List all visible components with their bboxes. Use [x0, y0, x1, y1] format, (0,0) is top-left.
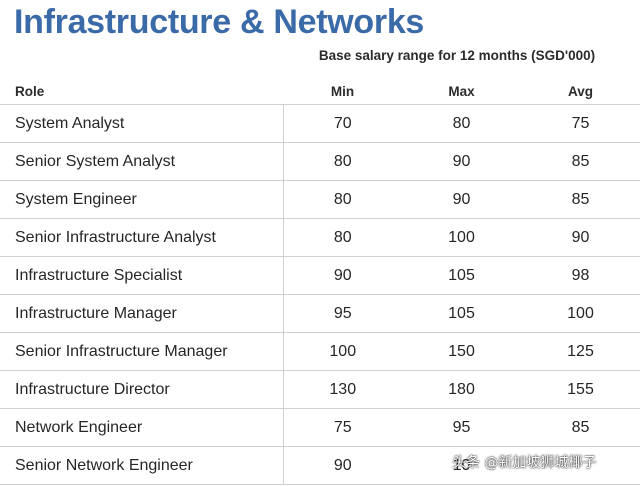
max-cell: 180	[402, 370, 521, 409]
min-cell: 80	[283, 180, 402, 219]
min-cell: 80	[283, 218, 402, 257]
table-row: Infrastructure Director 130 180 155	[0, 370, 640, 409]
column-header-min: Min	[283, 76, 402, 105]
page-title: Infrastructure & Networks	[14, 3, 425, 41]
role-cell: Infrastructure Specialist	[0, 256, 284, 295]
column-header-role: Role	[0, 76, 283, 105]
salary-table: Role Min Max Avg System Analyst 70 80 75…	[0, 76, 640, 485]
column-header-avg: Avg	[521, 76, 640, 105]
max-cell: 105	[402, 294, 521, 333]
min-cell: 70	[283, 104, 402, 143]
role-cell: Senior Infrastructure Manager	[0, 332, 284, 371]
max-cell: 10	[402, 446, 521, 485]
avg-cell: 100	[521, 294, 640, 333]
min-cell: 75	[283, 408, 402, 447]
min-cell: 90	[283, 256, 402, 295]
max-cell: 90	[402, 180, 521, 219]
role-cell: Infrastructure Director	[0, 370, 284, 409]
min-cell: 95	[283, 294, 402, 333]
min-cell: 90	[283, 446, 402, 485]
avg-cell: 125	[521, 332, 640, 371]
table-subtitle: Base salary range for 12 months (SGD'000…	[318, 48, 596, 63]
role-cell: System Analyst	[0, 104, 284, 143]
max-cell: 80	[402, 104, 521, 143]
role-cell: System Engineer	[0, 180, 284, 219]
avg-cell: 85	[521, 180, 640, 219]
role-cell: Senior Network Engineer	[0, 446, 284, 485]
table-row: Senior Infrastructure Manager 100 150 12…	[0, 332, 640, 371]
max-cell: 95	[402, 408, 521, 447]
table-row: Senior Infrastructure Analyst 80 100 90	[0, 218, 640, 257]
table-header-row: Role Min Max Avg	[0, 76, 640, 105]
table-row: Infrastructure Manager 95 105 100	[0, 294, 640, 333]
min-cell: 130	[283, 370, 402, 409]
max-cell: 90	[402, 142, 521, 181]
table-row: System Analyst 70 80 75	[0, 104, 640, 143]
min-cell: 100	[283, 332, 402, 371]
table-row: Senior Network Engineer 90 10	[0, 446, 640, 485]
role-cell: Senior Infrastructure Analyst	[0, 218, 284, 257]
avg-cell: 75	[521, 104, 640, 143]
avg-cell: 98	[521, 256, 640, 295]
avg-cell: 155	[521, 370, 640, 409]
max-cell: 150	[402, 332, 521, 371]
avg-cell	[521, 446, 640, 485]
avg-cell: 85	[521, 142, 640, 181]
table-row: System Engineer 80 90 85	[0, 180, 640, 219]
table-row: Infrastructure Specialist 90 105 98	[0, 256, 640, 295]
table-row: Network Engineer 75 95 85	[0, 408, 640, 447]
role-cell: Infrastructure Manager	[0, 294, 284, 333]
max-cell: 105	[402, 256, 521, 295]
avg-cell: 90	[521, 218, 640, 257]
role-cell: Network Engineer	[0, 408, 284, 447]
min-cell: 80	[283, 142, 402, 181]
role-cell: Senior System Analyst	[0, 142, 284, 181]
avg-cell: 85	[521, 408, 640, 447]
max-cell: 100	[402, 218, 521, 257]
watermark-overlay: 头条 @新加坡狮城椰子	[452, 455, 597, 471]
table-row: Senior System Analyst 80 90 85	[0, 142, 640, 181]
column-header-max: Max	[402, 76, 521, 105]
